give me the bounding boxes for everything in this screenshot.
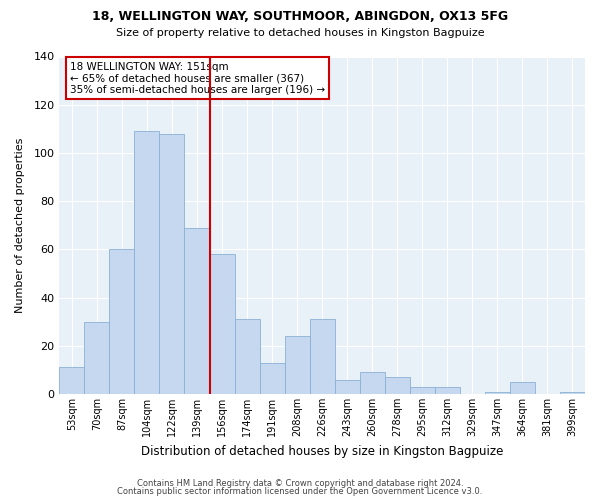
- Bar: [310, 320, 335, 394]
- Bar: [184, 228, 209, 394]
- Y-axis label: Number of detached properties: Number of detached properties: [15, 138, 25, 313]
- Bar: [510, 382, 535, 394]
- Bar: [134, 131, 160, 394]
- Bar: [560, 392, 585, 394]
- X-axis label: Distribution of detached houses by size in Kingston Bagpuize: Distribution of detached houses by size …: [141, 444, 503, 458]
- Bar: [360, 372, 385, 394]
- Bar: [59, 368, 85, 394]
- Bar: [335, 380, 360, 394]
- Text: 18 WELLINGTON WAY: 151sqm
← 65% of detached houses are smaller (367)
35% of semi: 18 WELLINGTON WAY: 151sqm ← 65% of detac…: [70, 62, 325, 95]
- Bar: [485, 392, 510, 394]
- Bar: [109, 250, 134, 394]
- Text: Contains public sector information licensed under the Open Government Licence v3: Contains public sector information licen…: [118, 487, 482, 496]
- Text: 18, WELLINGTON WAY, SOUTHMOOR, ABINGDON, OX13 5FG: 18, WELLINGTON WAY, SOUTHMOOR, ABINGDON,…: [92, 10, 508, 23]
- Text: Contains HM Land Registry data © Crown copyright and database right 2024.: Contains HM Land Registry data © Crown c…: [137, 478, 463, 488]
- Bar: [284, 336, 310, 394]
- Bar: [85, 322, 109, 394]
- Bar: [410, 387, 435, 394]
- Bar: [385, 377, 410, 394]
- Bar: [160, 134, 184, 394]
- Bar: [260, 362, 284, 394]
- Bar: [435, 387, 460, 394]
- Text: Size of property relative to detached houses in Kingston Bagpuize: Size of property relative to detached ho…: [116, 28, 484, 38]
- Bar: [235, 320, 260, 394]
- Bar: [209, 254, 235, 394]
